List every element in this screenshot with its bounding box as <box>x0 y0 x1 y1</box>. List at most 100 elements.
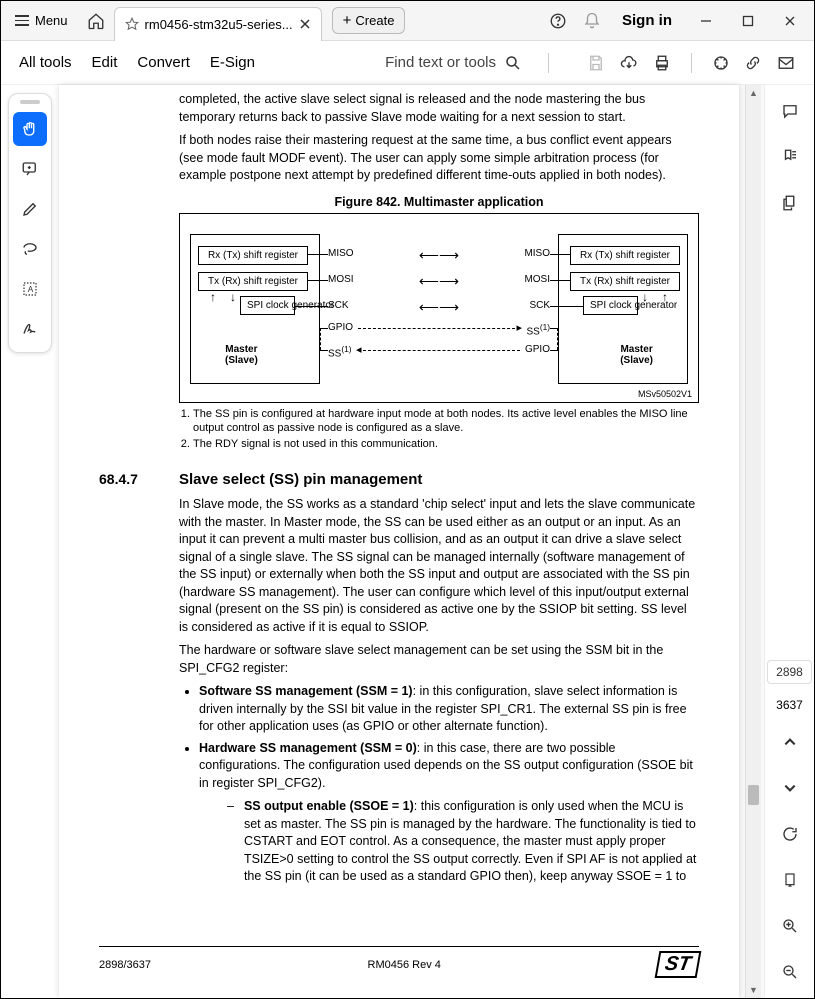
footnote: The RDY signal is not used in this commu… <box>193 437 699 451</box>
zoom-out-icon <box>781 963 799 981</box>
fig-rx1: Rx (Tx) shift register <box>198 246 308 265</box>
menu-label: Menu <box>35 13 68 28</box>
fig-spi1: SPI clock generator <box>240 296 295 315</box>
scroll-up-button[interactable]: ▲ <box>746 85 761 101</box>
footer-docid: RM0456 Rev 4 <box>368 959 441 971</box>
fit-page-icon <box>782 871 798 889</box>
toolbar: All tools Edit Convert E-Sign Find text … <box>1 41 814 85</box>
pan-tool-button[interactable] <box>13 112 47 146</box>
fig-rx2: Rx (Tx) shift register <box>570 246 680 265</box>
comment-plus-icon <box>21 160 39 178</box>
esign-button[interactable]: E-Sign <box>210 54 255 71</box>
hamburger-icon <box>15 15 29 26</box>
fig-tx2: Tx (Rx) shift register <box>570 272 680 291</box>
create-label: Create <box>355 13 394 28</box>
comment-tool-button[interactable] <box>13 152 47 186</box>
figure-diagram: Rx (Tx) shift register Tx (Rx) shift reg… <box>179 213 699 403</box>
ai-icon[interactable] <box>712 54 730 72</box>
left-rail: A <box>1 85 59 998</box>
st-logo-icon: ST <box>655 951 701 978</box>
pages-panel-button[interactable] <box>774 187 806 219</box>
paragraph: In Slave mode, the SS works as a standar… <box>99 496 699 636</box>
chevron-up-icon <box>783 735 797 749</box>
fig-tx1: Tx (Rx) shift register <box>198 272 308 291</box>
section-title: Slave select (SS) pin management <box>179 471 422 488</box>
footer-page: 2898/3637 <box>99 959 151 971</box>
chat-panel-button[interactable] <box>774 95 806 127</box>
chat-icon <box>781 102 799 120</box>
list-item: Software SS management (SSM = 1): in thi… <box>199 683 699 736</box>
mail-icon[interactable] <box>776 54 796 72</box>
total-pages: 3637 <box>776 698 803 712</box>
link-icon[interactable] <box>744 54 762 72</box>
footnotes: The SS pin is configured at hardware inp… <box>179 407 699 452</box>
notification-button[interactable] <box>576 5 608 37</box>
close-window-button[interactable] <box>770 2 810 40</box>
scroll-thumb[interactable] <box>748 785 759 805</box>
plus-icon: + <box>343 12 352 29</box>
help-button[interactable] <box>542 5 574 37</box>
document-viewport[interactable]: completed, the active slave select signa… <box>59 85 764 998</box>
text-select-icon: A <box>21 280 39 298</box>
list-item: –SS output enable (SSOE = 1): this confi… <box>227 798 699 886</box>
current-page-indicator[interactable]: 2898 <box>767 660 812 684</box>
pdf-page: completed, the active slave select signa… <box>59 85 739 998</box>
pages-icon <box>781 194 799 212</box>
right-rail: 2898 3637 <box>764 85 814 998</box>
zoom-in-button[interactable] <box>774 910 806 942</box>
help-icon <box>549 12 567 30</box>
signin-button[interactable]: Sign in <box>610 12 684 29</box>
figure-id: MSv50502V1 <box>638 389 692 399</box>
star-icon <box>125 17 139 31</box>
convert-button[interactable]: Convert <box>137 54 190 71</box>
page-down-button[interactable] <box>774 772 806 804</box>
all-tools-button[interactable]: All tools <box>19 54 72 71</box>
fit-page-button[interactable] <box>774 864 806 896</box>
edit-button[interactable]: Edit <box>92 54 118 71</box>
text-select-button[interactable]: A <box>13 272 47 306</box>
find-label: Find text or tools <box>385 54 496 71</box>
bookmark-panel-button[interactable] <box>774 141 806 173</box>
find-section[interactable]: Find text or tools <box>385 54 522 72</box>
save-icon[interactable] <box>587 54 605 72</box>
home-button[interactable] <box>80 5 112 37</box>
bell-icon <box>583 12 601 30</box>
maximize-button[interactable] <box>728 2 768 40</box>
cloud-icon[interactable] <box>619 54 639 72</box>
fig-spi2: SPI clock generator <box>583 296 638 315</box>
vertical-scrollbar[interactable]: ▲ ▼ <box>745 85 761 998</box>
paragraph: If both nodes raise their mastering requ… <box>99 132 699 185</box>
zoom-out-button[interactable] <box>774 956 806 988</box>
figure-title: Figure 842. Multimaster application <box>99 195 699 209</box>
highlight-tool-button[interactable] <box>13 192 47 226</box>
lasso-icon <box>21 240 39 258</box>
signature-icon <box>21 320 39 338</box>
home-icon <box>87 12 105 30</box>
paragraph: The hardware or software slave select ma… <box>99 642 699 677</box>
section-number: 68.4.7 <box>99 471 179 488</box>
drag-handle-icon[interactable] <box>20 100 40 104</box>
draw-tool-button[interactable] <box>13 232 47 266</box>
menu-button[interactable]: Menu <box>5 7 78 34</box>
search-icon <box>504 54 522 72</box>
create-button[interactable]: + Create <box>332 7 406 34</box>
tab-title: rm0456-stm32u5-series... <box>145 17 293 32</box>
svg-text:A: A <box>28 285 34 294</box>
signature-tool-button[interactable] <box>13 312 47 346</box>
scroll-down-button[interactable]: ▼ <box>746 982 761 998</box>
paragraph: completed, the active slave select signa… <box>99 91 699 126</box>
page-footer: 2898/3637 RM0456 Rev 4 ST <box>99 946 699 978</box>
footnote: The SS pin is configured at hardware inp… <box>193 407 699 436</box>
close-icon[interactable] <box>299 18 311 30</box>
print-icon[interactable] <box>653 54 671 72</box>
rotate-button[interactable] <box>774 818 806 850</box>
bookmark-list-icon <box>781 148 799 166</box>
page-up-button[interactable] <box>774 726 806 758</box>
main-area: A completed, the active slave select sig… <box>1 85 814 998</box>
minimize-button[interactable] <box>686 2 726 40</box>
chevron-down-icon <box>783 781 797 795</box>
pencil-icon <box>21 200 39 218</box>
list-item: Hardware SS management (SSM = 0): in thi… <box>199 740 699 886</box>
zoom-in-icon <box>781 917 799 935</box>
document-tab[interactable]: rm0456-stm32u5-series... <box>114 7 322 41</box>
